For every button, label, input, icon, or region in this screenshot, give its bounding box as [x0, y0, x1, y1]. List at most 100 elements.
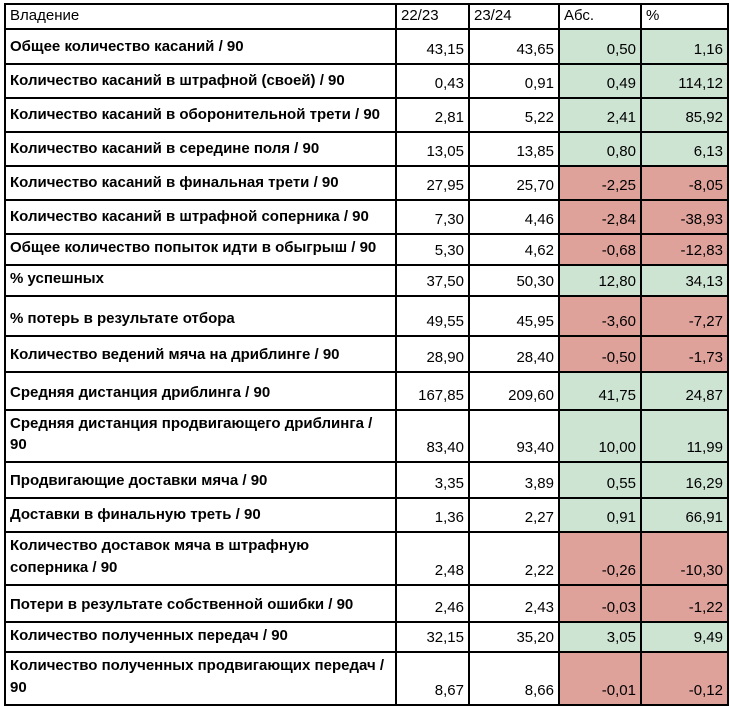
- abs-delta-cell[interactable]: 41,75: [558, 370, 642, 411]
- abs-delta-cell[interactable]: 0,91: [558, 497, 642, 533]
- season-2324-cell[interactable]: 93,40: [468, 408, 560, 463]
- abs-delta-cell[interactable]: -0,01: [558, 651, 642, 706]
- pct-delta-cell[interactable]: 1,16: [640, 28, 729, 65]
- metric-label-cell[interactable]: Продвигающие доставки мяча / 90: [4, 461, 397, 499]
- season-2324-cell[interactable]: 0,91: [468, 63, 560, 99]
- season-2223-cell[interactable]: 8,67: [395, 651, 470, 706]
- table-row: Количество касаний в середине поля / 90 …: [4, 131, 729, 167]
- pct-delta-cell[interactable]: 66,91: [640, 497, 729, 533]
- season-2223-cell[interactable]: 49,55: [395, 294, 470, 337]
- abs-delta-cell[interactable]: 10,00: [558, 408, 642, 463]
- abs-delta-cell[interactable]: -0,68: [558, 233, 642, 266]
- season-2223-cell[interactable]: 0,43: [395, 63, 470, 99]
- metric-label-cell[interactable]: Количество доставок мяча в штрафную сопе…: [4, 531, 397, 586]
- season-2324-cell[interactable]: 35,20: [468, 620, 560, 654]
- pct-delta-cell[interactable]: 11,99: [640, 408, 729, 463]
- header-cell-abs-delta[interactable]: Абс.: [558, 3, 642, 30]
- season-2223-cell[interactable]: 37,50: [395, 263, 470, 297]
- abs-delta-cell[interactable]: -0,50: [558, 334, 642, 373]
- season-2324-cell[interactable]: 50,30: [468, 263, 560, 297]
- season-2223-cell[interactable]: 2,46: [395, 583, 470, 623]
- pct-delta-cell[interactable]: -8,05: [640, 165, 729, 201]
- season-2324-cell[interactable]: 13,85: [468, 131, 560, 167]
- metric-label-cell[interactable]: Количество полученных передач / 90: [4, 620, 397, 654]
- season-2324-cell[interactable]: 4,46: [468, 199, 560, 235]
- metric-label-cell[interactable]: Общее количество касаний / 90: [4, 28, 397, 65]
- abs-delta-cell[interactable]: -2,25: [558, 165, 642, 201]
- pct-delta-cell[interactable]: -0,12: [640, 651, 729, 706]
- metric-label-cell[interactable]: Доставки в финальную треть / 90: [4, 497, 397, 533]
- table-row: Количество полученных продвигающих перед…: [4, 651, 729, 706]
- season-2324-cell[interactable]: 2,43: [468, 583, 560, 623]
- header-cell-season-2223[interactable]: 22/23: [395, 3, 470, 30]
- abs-delta-cell[interactable]: 0,49: [558, 63, 642, 99]
- season-2223-cell[interactable]: 7,30: [395, 199, 470, 235]
- season-2324-cell[interactable]: 2,22: [468, 531, 560, 586]
- abs-delta-cell[interactable]: -3,60: [558, 294, 642, 337]
- metric-label-cell[interactable]: Количество касаний в середине поля / 90: [4, 131, 397, 167]
- pct-delta-cell[interactable]: 114,12: [640, 63, 729, 99]
- season-2223-cell[interactable]: 13,05: [395, 131, 470, 167]
- season-2223-cell[interactable]: 5,30: [395, 233, 470, 266]
- season-2223-cell[interactable]: 28,90: [395, 334, 470, 373]
- season-2223-cell[interactable]: 2,48: [395, 531, 470, 586]
- abs-delta-cell[interactable]: 2,41: [558, 97, 642, 133]
- table-row: Количество касаний в штрафной (своей) / …: [4, 63, 729, 99]
- season-2324-cell[interactable]: 5,22: [468, 97, 560, 133]
- pct-delta-cell[interactable]: 34,13: [640, 263, 729, 297]
- season-2223-cell[interactable]: 1,36: [395, 497, 470, 533]
- season-2324-cell[interactable]: 3,89: [468, 461, 560, 499]
- metric-label-cell[interactable]: Количество касаний в финальная трети / 9…: [4, 165, 397, 201]
- season-2324-cell[interactable]: 43,65: [468, 28, 560, 65]
- season-2223-cell[interactable]: 167,85: [395, 370, 470, 411]
- metric-label-cell[interactable]: Потери в результате собственной ошибки /…: [4, 583, 397, 623]
- abs-delta-cell[interactable]: 0,55: [558, 461, 642, 499]
- pct-delta-cell[interactable]: -1,22: [640, 583, 729, 623]
- metric-label-cell[interactable]: Средняя дистанция дриблинга / 90: [4, 370, 397, 411]
- season-2324-cell[interactable]: 25,70: [468, 165, 560, 201]
- abs-delta-cell[interactable]: 0,80: [558, 131, 642, 167]
- season-2324-cell[interactable]: 209,60: [468, 370, 560, 411]
- metric-label-cell[interactable]: Общее количество попыток идти в обыгрыш …: [4, 233, 397, 266]
- abs-delta-cell[interactable]: -2,84: [558, 199, 642, 235]
- abs-delta-cell[interactable]: 12,80: [558, 263, 642, 297]
- abs-delta-cell[interactable]: 0,50: [558, 28, 642, 65]
- metric-label-cell[interactable]: Количество касаний в штрафной (своей) / …: [4, 63, 397, 99]
- pct-delta-cell[interactable]: 24,87: [640, 370, 729, 411]
- abs-delta-cell[interactable]: -0,26: [558, 531, 642, 586]
- pct-delta-cell[interactable]: -38,93: [640, 199, 729, 235]
- header-cell-pct-delta[interactable]: %: [640, 3, 729, 30]
- abs-delta-cell[interactable]: 3,05: [558, 620, 642, 654]
- metric-label-cell[interactable]: % успешных: [4, 263, 397, 297]
- pct-delta-cell[interactable]: 16,29: [640, 461, 729, 499]
- abs-delta-cell[interactable]: -0,03: [558, 583, 642, 623]
- pct-delta-cell[interactable]: -12,83: [640, 233, 729, 266]
- metric-label-cell[interactable]: Количество ведений мяча на дриблинге / 9…: [4, 334, 397, 373]
- season-2324-cell[interactable]: 2,27: [468, 497, 560, 533]
- season-2324-cell[interactable]: 8,66: [468, 651, 560, 706]
- season-2223-cell[interactable]: 32,15: [395, 620, 470, 654]
- pct-delta-cell[interactable]: 85,92: [640, 97, 729, 133]
- season-2223-cell[interactable]: 83,40: [395, 408, 470, 463]
- pct-delta-cell[interactable]: 6,13: [640, 131, 729, 167]
- season-2223-cell[interactable]: 27,95: [395, 165, 470, 201]
- metric-label-cell[interactable]: % потерь в результате отбора: [4, 294, 397, 337]
- season-2223-cell[interactable]: 43,15: [395, 28, 470, 65]
- season-2324-cell[interactable]: 28,40: [468, 334, 560, 373]
- metric-label-cell[interactable]: Средняя дистанция продвигающего дриблинг…: [4, 408, 397, 463]
- header-cell-season-2324[interactable]: 23/24: [468, 3, 560, 30]
- metric-label-cell[interactable]: Количество касаний в оборонительной трет…: [4, 97, 397, 133]
- season-2324-cell[interactable]: 4,62: [468, 233, 560, 266]
- table-row: % успешных 37,50 50,30 12,80 34,13: [4, 263, 729, 297]
- pct-delta-cell[interactable]: -7,27: [640, 294, 729, 337]
- metric-label-cell[interactable]: Количество полученных продвигающих перед…: [4, 651, 397, 706]
- pct-delta-cell[interactable]: -1,73: [640, 334, 729, 373]
- pct-delta-cell[interactable]: 9,49: [640, 620, 729, 654]
- header-cell-possession[interactable]: Владение: [4, 3, 397, 30]
- season-2324-cell[interactable]: 45,95: [468, 294, 560, 337]
- table-row: Количество полученных передач / 90 32,15…: [4, 620, 729, 654]
- metric-label-cell[interactable]: Количество касаний в штрафной соперника …: [4, 199, 397, 235]
- pct-delta-cell[interactable]: -10,30: [640, 531, 729, 586]
- season-2223-cell[interactable]: 2,81: [395, 97, 470, 133]
- season-2223-cell[interactable]: 3,35: [395, 461, 470, 499]
